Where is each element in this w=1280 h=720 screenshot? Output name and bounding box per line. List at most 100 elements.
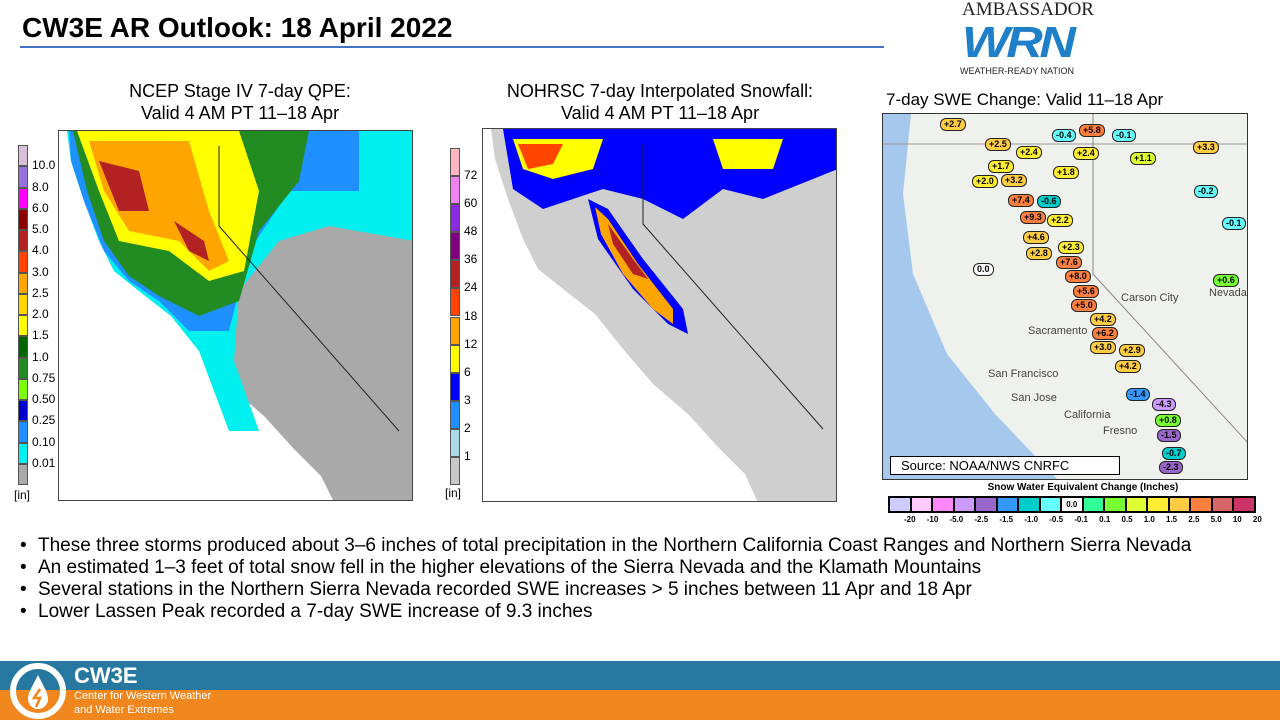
swe-station-marker[interactable]: +2.8 xyxy=(1026,247,1052,260)
swe-map[interactable]: Carson City Sacramento San Francisco San Jo… xyxy=(882,113,1248,480)
legend-swatch xyxy=(18,251,28,273)
swe-basemap xyxy=(883,114,1247,479)
title-underline xyxy=(20,46,884,48)
snow-title-line1: NOHRSC 7-day Interpolated Snowfall: xyxy=(506,81,814,101)
swe-station-marker[interactable]: +1.1 xyxy=(1130,152,1156,165)
legend-label: 24 xyxy=(464,280,478,295)
swe-legend-tick: -5.0 xyxy=(949,515,964,524)
swe-station-marker[interactable]: +2.7 xyxy=(940,118,966,131)
swe-legend-swatch xyxy=(932,497,954,512)
swe-station-marker[interactable]: -1.5 xyxy=(1157,429,1181,442)
legend-swatch xyxy=(450,232,460,261)
swe-station-marker[interactable]: +7.6 xyxy=(1056,256,1082,269)
swe-station-marker[interactable]: +8.0 xyxy=(1065,270,1091,283)
swe-station-marker[interactable]: -0.1 xyxy=(1222,217,1246,230)
legend-swatch xyxy=(450,428,460,457)
swe-station-marker[interactable]: +4.6 xyxy=(1023,231,1049,244)
place-label: Sacramento xyxy=(1028,325,1088,337)
swe-legend-swatch xyxy=(1104,497,1126,512)
swe-station-marker[interactable]: +6.2 xyxy=(1092,327,1118,340)
cw3e-name: CW3E xyxy=(74,663,138,688)
bullet-item: Lower Lassen Peak recorded a 7-day SWE i… xyxy=(18,601,1268,623)
place-label: San Jose xyxy=(1011,392,1057,404)
swe-station-marker[interactable]: -0.7 xyxy=(1162,447,1186,460)
swe-station-marker[interactable]: +3.3 xyxy=(1193,141,1219,154)
swe-station-marker[interactable]: +2.4 xyxy=(1016,146,1042,159)
swe-station-marker[interactable]: -0.2 xyxy=(1194,185,1218,198)
swe-legend-ticks: -20 -10 -5.0 -2.5 -1.5 -1.0 -0.5 -0.1 0.1 0.5 1.0 1… xyxy=(888,515,1278,524)
swe-station-marker[interactable]: +5.8 xyxy=(1079,124,1105,137)
swe-station-marker[interactable]: -0.4 xyxy=(1052,129,1076,142)
legend-label: 0.10 xyxy=(32,434,56,449)
swe-legend-swatch xyxy=(996,497,1018,512)
swe-legend-tick: 20 xyxy=(1252,515,1262,524)
swe-title: 7-day SWE Change: Valid 11–18 Apr xyxy=(886,90,1164,109)
swe-station-marker[interactable]: +1.7 xyxy=(988,160,1014,173)
legend-label: 0.75 xyxy=(32,370,56,385)
swe-legend-swatch xyxy=(1168,497,1190,512)
snow-title: NOHRSC 7-day Interpolated Snowfall: Vali… xyxy=(460,80,860,124)
ocean xyxy=(883,114,1058,479)
swe-station-marker[interactable]: -1.4 xyxy=(1126,388,1150,401)
place-label: San Francisco xyxy=(988,368,1059,380)
legend-label: 3 xyxy=(464,392,471,407)
swe-station-marker[interactable]: +5.6 xyxy=(1073,285,1099,298)
swe-station-marker[interactable]: +3.0 xyxy=(1090,341,1116,354)
swe-station-marker[interactable]: -0.1 xyxy=(1112,129,1136,142)
legend-swatch xyxy=(18,378,28,400)
legend-label: 5.0 xyxy=(32,222,49,236)
bullet-item: An estimated 1–3 feet of total snow fell… xyxy=(18,557,1268,579)
legend-swatch xyxy=(18,208,28,230)
legend-swatch xyxy=(18,315,28,337)
swe-station-marker[interactable]: +2.0 xyxy=(972,175,998,188)
legend-label: 1.0 xyxy=(32,349,49,364)
legend-swatch xyxy=(18,145,28,167)
place-label: Fresno xyxy=(1103,425,1138,437)
legend-label: 6.0 xyxy=(32,200,49,215)
place-label: Carson City xyxy=(1121,292,1179,304)
swe-legend-tick: -1.0 xyxy=(1024,515,1039,524)
swe-station-marker[interactable]: +0.8 xyxy=(1155,414,1181,427)
legend-label: 1 xyxy=(464,448,471,463)
swe-station-marker[interactable]: 0.0 xyxy=(973,263,994,276)
legend-swatch xyxy=(450,204,460,233)
legend-swatch xyxy=(18,336,28,358)
swe-station-marker[interactable]: +2.5 xyxy=(985,138,1011,151)
legend-swatch xyxy=(450,400,460,429)
swe-station-marker[interactable]: +5.0 xyxy=(1071,299,1097,312)
swe-legend-swatch xyxy=(953,497,975,512)
swe-station-marker[interactable]: +9.3 xyxy=(1020,211,1046,224)
swe-station-marker[interactable]: +2.4 xyxy=(1073,147,1099,160)
swe-station-marker[interactable]: +3.2 xyxy=(1001,174,1027,187)
cw3e-subtitle-1: Center for Western Weather xyxy=(74,690,212,702)
swe-station-marker[interactable]: -2.3 xyxy=(1159,461,1183,474)
swe-station-marker[interactable]: +2.3 xyxy=(1058,241,1084,254)
swe-legend-tick: -10 xyxy=(926,515,939,524)
legend-swatch xyxy=(18,187,28,209)
snow-map xyxy=(482,128,837,502)
swe-station-marker[interactable]: +2.9 xyxy=(1119,344,1145,357)
legend-swatch xyxy=(18,400,28,422)
swe-station-marker[interactable]: +4.2 xyxy=(1090,313,1116,326)
swe-station-marker[interactable]: -0.6 xyxy=(1037,195,1061,208)
swe-station-marker[interactable]: +1.8 xyxy=(1053,166,1079,179)
snow-map-graphic xyxy=(491,129,836,501)
bullet-item: Several stations in the Northern Sierra … xyxy=(18,579,1268,601)
legend-label: 10.0 xyxy=(32,158,56,173)
swe-legend-swatch xyxy=(1082,497,1104,512)
swe-station-marker[interactable]: +4.2 xyxy=(1115,360,1141,373)
legend-swatch xyxy=(450,456,460,485)
swe-station-marker[interactable]: +0.6 xyxy=(1213,274,1239,287)
swe-station-marker[interactable]: +2.2 xyxy=(1047,214,1073,227)
swe-legend-tick: -0.5 xyxy=(1049,515,1064,524)
legend-label: 48 xyxy=(464,224,478,239)
legend-swatch xyxy=(18,166,28,188)
swe-legend-swatch xyxy=(1211,497,1233,512)
swe-legend-tick: -0.1 xyxy=(1074,515,1088,524)
swe-legend-swatch xyxy=(975,497,997,512)
swe-legend-swatch xyxy=(1233,497,1255,512)
legend-label: 2.0 xyxy=(32,307,49,321)
legend-label: 6 xyxy=(464,364,471,379)
swe-station-marker[interactable]: -4.3 xyxy=(1152,398,1176,411)
swe-station-marker[interactable]: +7.4 xyxy=(1008,194,1034,207)
